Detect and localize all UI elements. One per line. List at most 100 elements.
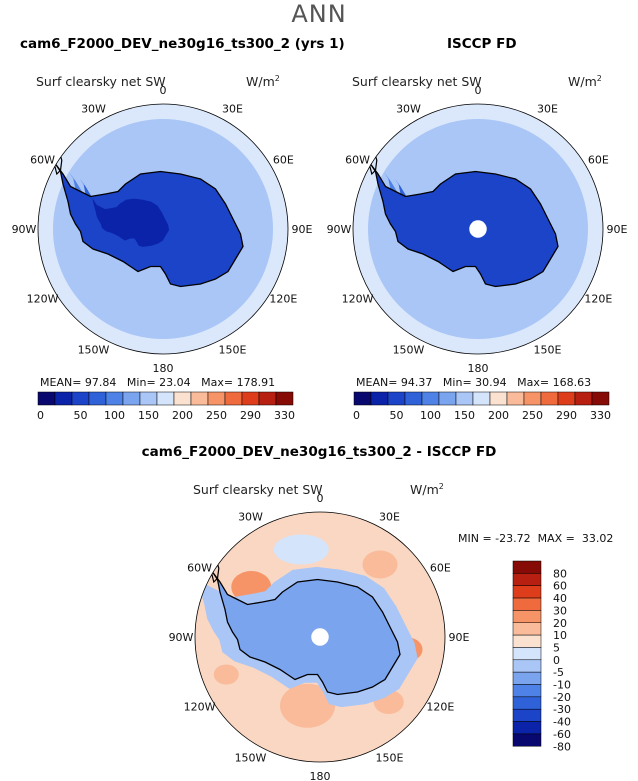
colorbar-label: 200 (172, 409, 193, 422)
panel1-units: W/m2 (246, 74, 280, 90)
lon-label: 150E (376, 751, 404, 764)
colorbar-swatch (512, 647, 542, 661)
colorbar-label: 80 (553, 567, 567, 580)
panel1-colorbar: 0 50 100 150 200 250 290 330 (37, 391, 295, 422)
positive-anomaly (280, 683, 335, 728)
lon-label: 120W (184, 701, 216, 714)
colorbar-swatch (512, 696, 542, 710)
colorbar-swatch (105, 391, 124, 406)
lon-label: 90E (607, 223, 628, 236)
colorbar-label: 0 (353, 409, 360, 422)
pole-hole (469, 220, 487, 238)
colorbar-label: 290 (556, 409, 577, 422)
colorbar-swatch (71, 391, 90, 406)
lon-label: 30W (238, 511, 263, 524)
lon-label: 30W (81, 103, 106, 116)
lon-label: 150W (235, 751, 267, 764)
panel2-units: W/m2 (568, 74, 602, 90)
lon-label: 120E (584, 293, 612, 306)
colorbar-swatch (512, 585, 542, 599)
lon-label: 60E (273, 154, 294, 167)
colorbar-label: 250 (206, 409, 227, 422)
lon-label: 90E (292, 223, 313, 236)
colorbar-swatch (258, 391, 277, 406)
lon-label: 60W (187, 562, 212, 575)
colorbar-swatch (472, 391, 491, 406)
colorbar-label: 100 (104, 409, 125, 422)
lon-label: 0 (475, 84, 482, 97)
colorbar-swatch (557, 391, 576, 406)
lon-label: 30E (222, 103, 243, 116)
lon-label: 150W (78, 343, 110, 356)
map-border (194, 511, 446, 763)
colorbar-label: -10 (553, 679, 571, 692)
colorbar-swatch (540, 391, 559, 406)
colorbar-label: 290 (240, 409, 261, 422)
colorbar-label: 20 (553, 617, 567, 630)
lon-label: 60E (430, 562, 451, 575)
panel1-map: 0 30E 60E 90E 120E 150E 180 150W 120W 90W 60W 30W (12, 84, 313, 375)
colorbar-swatch (438, 391, 457, 406)
colorbar-swatch (404, 391, 423, 406)
panel3-stats: MIN = -23.72 MAX = 33.02 (458, 532, 614, 545)
map-border (352, 103, 604, 355)
colorbar-label: -5 (553, 666, 564, 679)
lon-label: 90W (327, 223, 352, 236)
lon-label: 90W (169, 631, 194, 644)
colorbar-label: 50 (390, 409, 404, 422)
pole-hole (311, 628, 329, 646)
lon-label: 60W (30, 154, 55, 167)
colorbar-swatch (37, 391, 56, 406)
colorbar-swatch (512, 610, 542, 624)
lon-label: 120W (342, 293, 374, 306)
panel1-stats: MEAN= 97.84 Min= 23.04 Max= 178.91 (40, 376, 276, 389)
colorbar-swatch (489, 391, 508, 406)
colorbar-label: 250 (522, 409, 543, 422)
colorbar-swatch (421, 391, 440, 406)
colorbar-label: 0 (553, 654, 560, 667)
colorbar-swatch (512, 733, 542, 747)
colorbar-swatch (88, 391, 107, 406)
lon-label: 60W (345, 154, 370, 167)
colorbar-label: -60 (553, 728, 571, 741)
antarctica-inner (90, 195, 170, 247)
colorbar-swatch (512, 659, 542, 673)
panel2-map: 0 30E 60E 90E 120E 150E 180 150W 120W 90W 60W 30W (327, 84, 628, 375)
lon-label: 120E (426, 701, 454, 714)
colorbar-swatch (512, 671, 542, 685)
lon-label: 150W (393, 343, 425, 356)
lon-label: 150E (534, 343, 562, 356)
colorbar-label: 200 (488, 409, 509, 422)
colorbar-label: 0 (37, 409, 44, 422)
panel2-stats: MEAN= 94.37 Min= 30.94 Max= 168.63 (356, 376, 592, 389)
lon-label: 90W (12, 223, 37, 236)
colorbar-swatch (574, 391, 593, 406)
colorbar-swatch (512, 634, 542, 648)
panel3-title: cam6_F2000_DEV_ne30g16_ts300_2 - ISCCP F… (141, 444, 497, 460)
colorbar-swatch (207, 391, 226, 406)
colorbar-label: -40 (553, 716, 571, 729)
colorbar-label: 330 (590, 409, 611, 422)
lon-label: 90E (449, 631, 470, 644)
colorbar-swatch (139, 391, 158, 406)
colorbar-swatch (387, 391, 406, 406)
lon-label: 180 (310, 770, 331, 781)
colorbar-label: 5 (553, 641, 560, 654)
colorbar-label: 30 (553, 604, 567, 617)
lon-label: 30W (396, 103, 421, 116)
lon-label: 180 (153, 362, 174, 375)
lon-label: 180 (468, 362, 489, 375)
positive-anomaly (213, 664, 239, 685)
colorbar-swatch (512, 684, 542, 698)
lon-label: 30E (379, 511, 400, 524)
negative-anomaly (273, 534, 329, 565)
colorbar-label: 100 (420, 409, 441, 422)
colorbar-label: 40 (553, 592, 567, 605)
lon-label: 60E (588, 154, 609, 167)
lon-label: 120E (269, 293, 297, 306)
colorbar-swatch (241, 391, 260, 406)
colorbar-label: 10 (553, 629, 567, 642)
colorbar-swatch (370, 391, 389, 406)
panel3-map: 0 30E 60E 90E 120E 150E 180 150W 120W 90W 60W 30W (169, 492, 470, 781)
colorbar-swatch (156, 391, 175, 406)
